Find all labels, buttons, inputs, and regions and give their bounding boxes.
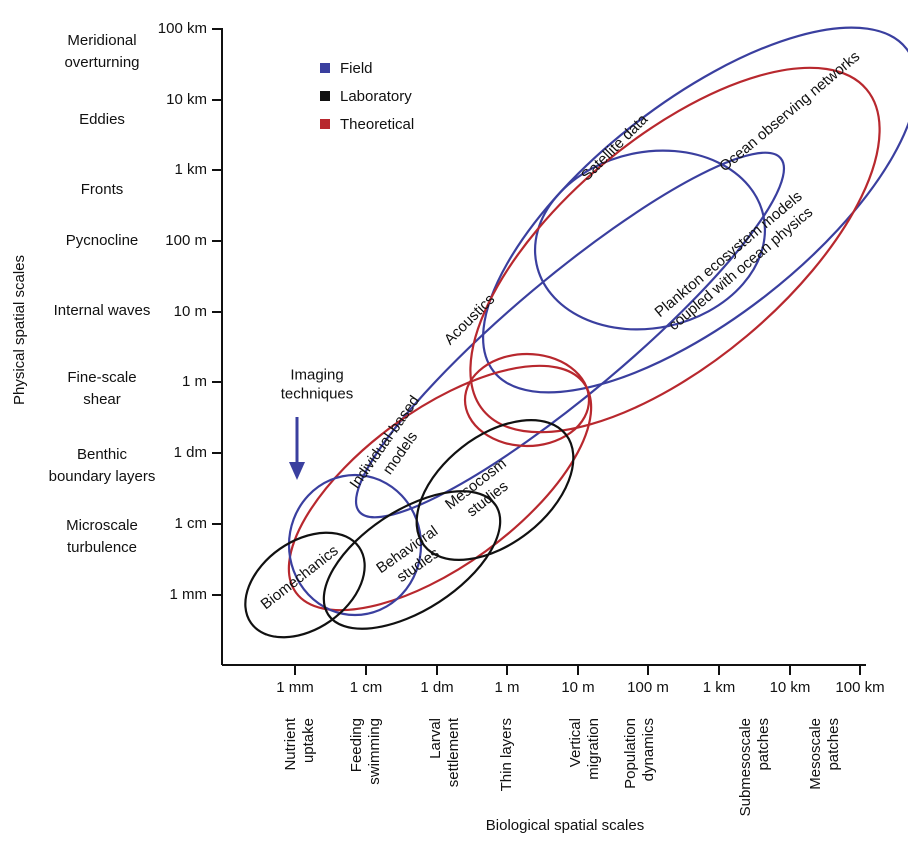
x-tick-label: 100 m (627, 679, 669, 696)
x-process-line: settlement (445, 717, 462, 787)
arrow-head (289, 462, 305, 480)
x-process-line: patches (755, 718, 772, 771)
ellipse (481, 26, 908, 394)
x-tick-label: 100 km (835, 679, 884, 696)
ellipse-label-line: techniques (281, 385, 354, 402)
ellipse-label: Acoustics (441, 291, 498, 348)
ellipse-label: Ocean observing networks (716, 48, 863, 175)
y-process-line: Internal waves (54, 302, 151, 319)
legend-label: Theoretical (340, 116, 414, 133)
ellipse-label: Imaging techniques (281, 366, 354, 402)
ellipse (322, 490, 502, 630)
y-process-line: turbulence (67, 539, 137, 556)
y-tick-label: 10 km (166, 91, 207, 108)
x-process-line: Population (622, 718, 639, 789)
x-process: Feeding swimming (348, 718, 383, 785)
x-process-line: patches (825, 718, 842, 771)
y-tick-label: 1 m (182, 373, 207, 390)
x-axis-title: Biological spatial scales (486, 817, 644, 834)
ellipse (415, 419, 575, 561)
ellipses (244, 26, 908, 639)
x-process-line: Nutrient (282, 717, 299, 770)
ellipse (244, 531, 366, 639)
legend-swatch (320, 119, 330, 129)
legend-swatch (320, 63, 330, 73)
y-tick-label: 10 m (174, 303, 207, 320)
y-tick-label: 1 cm (174, 515, 207, 532)
x-process-line: Thin layers (498, 718, 515, 791)
x-process-line: swimming (366, 718, 383, 785)
y-process: Fronts (81, 181, 124, 198)
x-process: Mesoscale patches (807, 718, 842, 790)
ellipse-label-line: Acoustics (441, 291, 498, 348)
x-tick-label: 1 dm (420, 679, 453, 696)
y-tick-label: 100 m (165, 232, 207, 249)
ellipse-label: Satellite data (578, 110, 652, 184)
ellipse-label-line: Plankton ecosystem models (652, 188, 806, 321)
ellipse (463, 352, 591, 448)
x-process-line: Vertical (567, 718, 584, 767)
x-tick-label: 10 km (770, 679, 811, 696)
ellipse-label-line: Ocean observing networks (716, 48, 863, 175)
x-process-line: dynamics (640, 718, 657, 781)
x-tick-label: 1 km (703, 679, 736, 696)
x-process: Nutrient uptake (282, 717, 317, 770)
legend-swatch (320, 91, 330, 101)
y-process-line: boundary layers (49, 468, 156, 485)
ellipse (469, 66, 881, 434)
x-tick-label: 1 m (494, 679, 519, 696)
x-process-line: Feeding (348, 718, 365, 772)
y-tick-label: 1 km (174, 161, 207, 178)
x-tick-label: 10 m (561, 679, 594, 696)
y-process-line: shear (83, 391, 121, 408)
y-process-line: overturning (64, 54, 139, 71)
x-process-line: Submesoscale (737, 718, 754, 816)
y-process-line: Pycnocline (66, 232, 139, 249)
x-process-line: Larval (427, 718, 444, 759)
ellipse (354, 151, 786, 519)
y-tick-label: 1 dm (174, 444, 207, 461)
y-process: Meridional overturning (64, 32, 139, 71)
x-process: Population dynamics (622, 718, 657, 789)
x-process-line: Mesoscale (807, 718, 824, 790)
y-process-line: Eddies (79, 111, 125, 128)
ellipse-label-line: Imaging (290, 366, 343, 383)
ellipse-label-line: Satellite data (578, 110, 652, 184)
x-process: Vertical migration (567, 718, 602, 780)
y-process-line: Fine-scale (67, 369, 136, 386)
x-tick-label: 1 cm (350, 679, 383, 696)
x-process-line: migration (585, 718, 602, 780)
y-process-line: Meridional (67, 32, 136, 49)
y-axis-title: Physical spatial scales (11, 255, 28, 405)
ellipse (287, 473, 423, 617)
x-process: Larval settlement (427, 717, 462, 787)
y-process: Pycnocline (66, 232, 139, 249)
y-process-line: Fronts (81, 181, 124, 198)
y-process: Fine-scale shear (67, 369, 136, 408)
y-process-line: Microscale (66, 517, 138, 534)
legend-label: Field (340, 60, 373, 77)
x-process: Thin layers (498, 718, 515, 791)
x-tick-label: 1 mm (276, 679, 314, 696)
y-process: Eddies (79, 111, 125, 128)
x-process: Submesoscale patches (737, 718, 772, 816)
y-process-line: Benthic (77, 446, 128, 463)
y-tick-label: 100 km (158, 20, 207, 37)
legend-label: Laboratory (340, 88, 412, 105)
y-process: Microscale turbulence (66, 517, 138, 556)
ellipse (287, 364, 593, 612)
y-process: Internal waves (54, 302, 151, 319)
x-process-line: uptake (300, 718, 317, 763)
y-tick-label: 1 mm (170, 586, 208, 603)
y-process: Benthic boundary layers (49, 446, 156, 485)
